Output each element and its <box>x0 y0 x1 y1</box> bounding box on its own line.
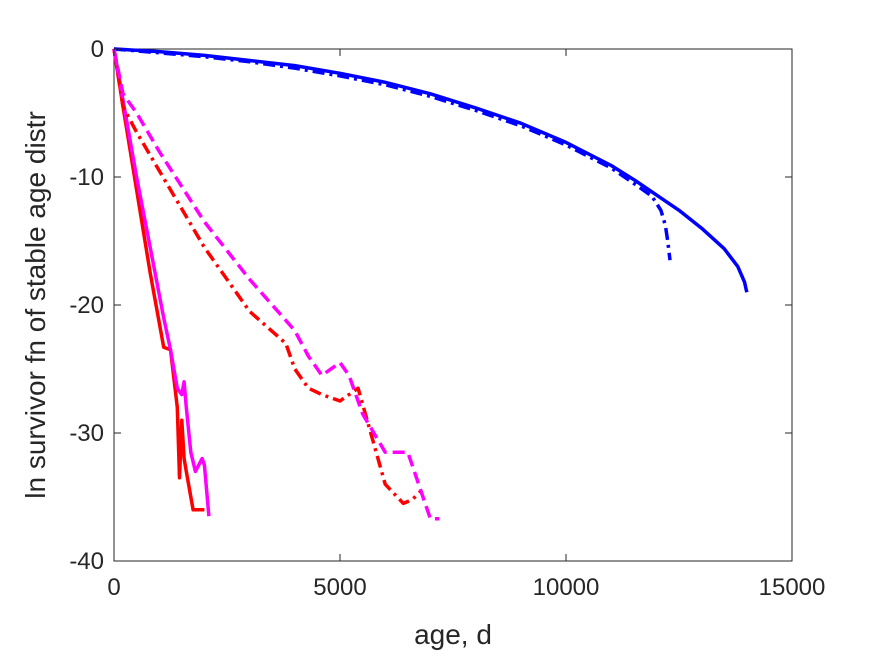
y-tick-label: -10 <box>69 164 104 191</box>
series-line-6 <box>112 48 440 521</box>
y-tick-label: -40 <box>69 548 104 575</box>
x-axis-label: age, d <box>414 619 492 650</box>
plot-area <box>113 48 793 562</box>
x-tick-label: 5000 <box>313 574 366 601</box>
x-tick-label: 15000 <box>759 574 826 601</box>
ticks-layer: 0 5000 10000 15000 0 -10 -20 -30 -40 <box>69 36 825 601</box>
y-tick-label: -20 <box>69 292 104 319</box>
series-line-4 <box>112 48 211 517</box>
y-tick-label: 0 <box>91 36 104 63</box>
x-tick-label: 10000 <box>533 574 600 601</box>
series-layer <box>112 47 749 521</box>
y-tick-label: -30 <box>69 420 104 447</box>
x-tick-label: 0 <box>107 574 120 601</box>
series-line-5 <box>112 48 423 506</box>
series-line-3 <box>112 48 205 512</box>
y-axis-label: ln survivor fn of stable age distr <box>20 111 51 499</box>
series-line-2 <box>113 47 672 261</box>
